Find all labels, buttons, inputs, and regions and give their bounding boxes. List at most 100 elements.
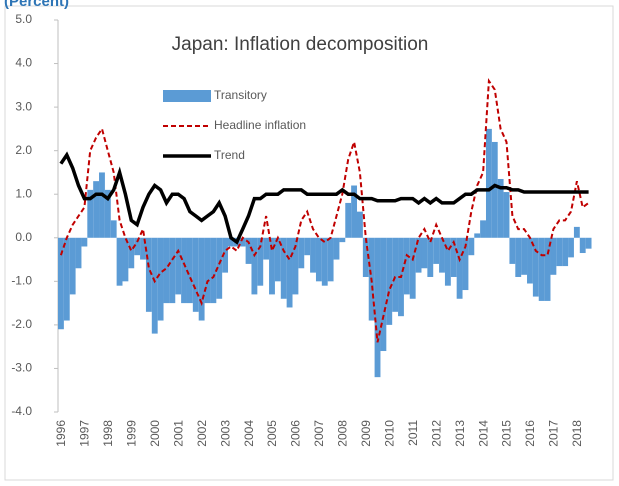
bar: [485, 128, 492, 238]
bar: [222, 237, 229, 273]
x-tick-label: 1999: [125, 420, 139, 447]
bar: [521, 237, 528, 275]
bar: [439, 237, 445, 273]
x-tick-label: 1997: [78, 420, 92, 447]
chart-border: [4, 5, 614, 481]
bar: [527, 237, 533, 284]
bar: [163, 237, 170, 304]
bar: [538, 237, 545, 301]
x-tick-label: 2018: [570, 420, 584, 447]
x-tick-label: 2016: [523, 420, 537, 447]
bar: [216, 237, 223, 299]
bar: [151, 237, 158, 334]
x-tick-label: 2002: [195, 420, 209, 447]
subtitle: (Percent): [4, 0, 69, 10]
x-tick-label: 2005: [265, 420, 279, 447]
bar: [427, 237, 434, 277]
bar: [474, 233, 481, 238]
bar: [544, 237, 551, 301]
bar: [497, 178, 504, 238]
legend-label: Transitory: [214, 88, 267, 102]
bar: [239, 237, 246, 247]
legend-label: Trend: [214, 148, 245, 162]
bar: [409, 237, 416, 299]
bar: [210, 237, 217, 304]
x-tick-label: 2003: [218, 420, 232, 447]
bar: [87, 189, 94, 238]
y-tick-label: -2.0: [11, 317, 32, 331]
bar: [128, 237, 135, 269]
bar: [362, 237, 369, 277]
y-tick-label: -3.0: [11, 361, 32, 375]
bar: [286, 237, 293, 308]
bar: [116, 237, 123, 286]
x-tick-label: 2011: [406, 420, 420, 446]
bar: [333, 237, 340, 260]
legend-label: Headline inflation: [214, 118, 306, 132]
bar: [69, 237, 76, 295]
x-tick-label: 2013: [453, 420, 467, 447]
y-tick-label: -1.0: [11, 274, 32, 288]
y-tick-label: -4.0: [11, 404, 32, 418]
bar: [263, 237, 270, 260]
bar: [257, 237, 264, 286]
bar: [556, 237, 563, 267]
bar: [134, 237, 141, 256]
bar: [169, 237, 176, 304]
bar: [403, 237, 410, 295]
bar: [81, 237, 88, 247]
bar: [491, 141, 498, 238]
bar: [192, 237, 199, 312]
bar: [63, 237, 70, 321]
bar: [568, 237, 574, 258]
x-tick-label: 1998: [101, 420, 115, 447]
bar: [104, 189, 111, 238]
bar: [186, 237, 193, 304]
bar: [269, 237, 275, 295]
bar: [515, 237, 522, 277]
bar: [157, 237, 164, 321]
bar: [198, 237, 205, 321]
bar: [357, 211, 363, 238]
bar: [450, 237, 457, 277]
bar: [274, 237, 281, 282]
bar: [444, 237, 451, 286]
line: [59, 78, 590, 343]
bar: [585, 237, 592, 249]
bar: [140, 237, 146, 260]
bar: [75, 237, 82, 269]
y-tick-label: 2.0: [15, 143, 32, 157]
bar: [433, 237, 440, 264]
y-tick-label: 0.0: [15, 230, 32, 244]
x-tick-label: 2000: [148, 420, 162, 447]
bar: [374, 237, 381, 378]
bar: [339, 237, 346, 243]
bar: [392, 237, 399, 312]
bar: [562, 237, 569, 267]
bar: [251, 237, 258, 295]
bar: [99, 172, 105, 238]
bar: [468, 237, 475, 256]
bar: [351, 185, 358, 238]
bar: [509, 237, 516, 264]
y-tick-label: 3.0: [15, 99, 32, 113]
x-tick-label: 2004: [242, 420, 256, 447]
bar: [421, 237, 428, 269]
bar: [204, 237, 211, 304]
x-tick-label: 2009: [359, 420, 373, 447]
y-tick-label: 5.0: [15, 12, 32, 26]
x-tick-label: 2008: [336, 420, 350, 447]
bar: [310, 237, 316, 273]
bar: [503, 192, 510, 238]
bar: [292, 237, 299, 295]
bar: [380, 237, 387, 352]
bar: [480, 220, 486, 238]
bar: [93, 181, 100, 238]
bar: [573, 226, 580, 238]
bar: [122, 237, 129, 282]
x-tick-label: 2012: [429, 420, 443, 447]
bar: [345, 202, 352, 238]
bar: [579, 237, 586, 254]
bar: [145, 237, 152, 312]
